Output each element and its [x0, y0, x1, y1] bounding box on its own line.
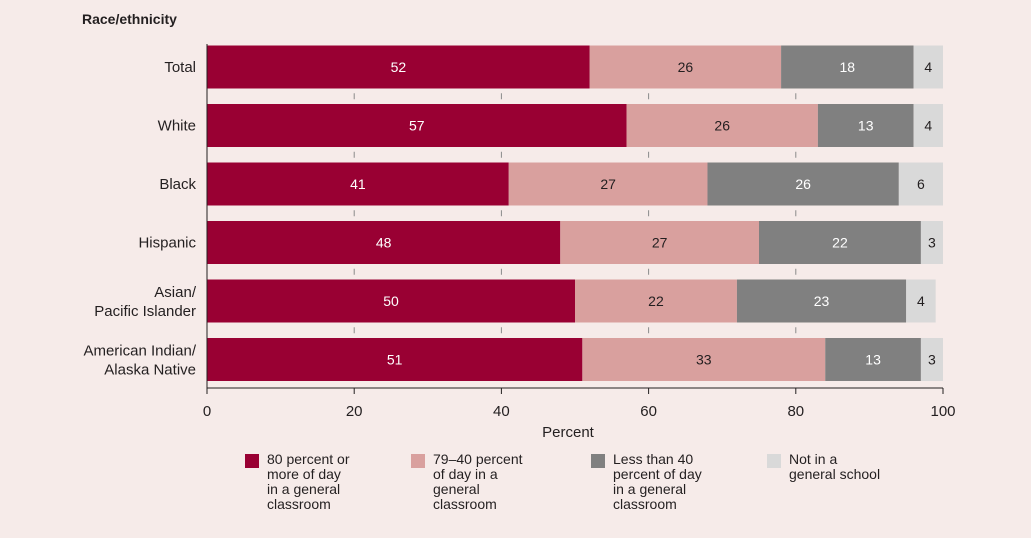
- data-label: 57: [409, 118, 425, 134]
- chart-legend: 80 percent or more of day in a general c…: [245, 452, 927, 512]
- bar-segment: [920, 221, 943, 264]
- bar-segment: [906, 279, 936, 323]
- bar-segment: [508, 162, 708, 206]
- data-label: 3: [928, 235, 936, 251]
- bar-segment: [582, 338, 826, 381]
- legend-item: 79–40 percent of day in a general classr…: [411, 452, 591, 512]
- bar-segment: [560, 221, 759, 264]
- bar-segment: [207, 45, 590, 89]
- x-axis-title: Percent: [542, 424, 595, 441]
- data-label: 13: [865, 352, 881, 368]
- bar-segment: [736, 279, 907, 323]
- data-label: 33: [696, 352, 712, 368]
- data-label: 23: [814, 293, 830, 309]
- data-label: 48: [376, 235, 392, 251]
- x-tick-label: 60: [640, 403, 657, 420]
- legend-swatch: [245, 454, 259, 468]
- category-label: Black: [159, 176, 196, 193]
- bar-segment: [207, 338, 583, 381]
- bar-segment: [817, 104, 914, 147]
- bar-segment: [913, 104, 943, 147]
- legend-item: Not in a general school: [767, 452, 927, 512]
- bar-segment: [207, 221, 561, 264]
- data-label: 6: [917, 176, 925, 192]
- bar-segment: [825, 338, 921, 381]
- data-label: 41: [350, 176, 366, 192]
- data-label: 4: [917, 293, 925, 309]
- category-label: White: [158, 118, 196, 135]
- data-label: 52: [391, 59, 407, 75]
- data-label: 26: [714, 118, 730, 134]
- bar-segment: [920, 338, 943, 381]
- x-tick-label: 100: [930, 403, 955, 420]
- x-tick-label: 0: [203, 403, 211, 420]
- data-label: 18: [840, 59, 856, 75]
- x-tick-label: 20: [346, 403, 363, 420]
- category-label: Total: [164, 59, 196, 76]
- bar-segment: [781, 45, 914, 89]
- bar-segment: [707, 162, 899, 206]
- bar-segment: [913, 45, 943, 89]
- bar-segment: [898, 162, 943, 206]
- category-label: Hispanic: [138, 235, 196, 252]
- bar-segment: [626, 104, 818, 147]
- legend-label: Not in a general school: [789, 451, 881, 482]
- legend-item: Less than 40 percent of day in a general…: [591, 452, 767, 512]
- bar-segment: [207, 279, 575, 323]
- data-label: 27: [600, 176, 616, 192]
- x-tick-label: 40: [493, 403, 510, 420]
- legend-label: 79–40 percent of day in a general classr…: [433, 451, 523, 512]
- bar-segment: [207, 104, 627, 147]
- bar-segment: [575, 279, 737, 323]
- data-label: 4: [924, 59, 932, 75]
- legend-label: Less than 40 percent of day in a general…: [613, 451, 702, 512]
- data-label: 26: [795, 176, 811, 192]
- x-tick-label: 80: [787, 403, 804, 420]
- data-label: 22: [648, 293, 664, 309]
- bar-segment: [589, 45, 782, 89]
- category-label: American Indian/Alaska Native: [83, 343, 196, 379]
- data-label: 51: [387, 352, 403, 368]
- y-axis-title: Race/ethnicity: [82, 11, 177, 27]
- legend-swatch: [411, 454, 425, 468]
- legend-swatch: [591, 454, 605, 468]
- data-label: 26: [678, 59, 694, 75]
- legend-label: 80 percent or more of day in a general c…: [267, 451, 350, 512]
- legend-swatch: [767, 454, 781, 468]
- data-label: 22: [832, 235, 848, 251]
- data-label: 4: [924, 118, 932, 134]
- data-label: 27: [652, 235, 668, 251]
- bar-segment: [207, 162, 509, 206]
- data-label: 3: [928, 352, 936, 368]
- legend-item: 80 percent or more of day in a general c…: [245, 452, 411, 512]
- data-label: 50: [383, 293, 399, 309]
- data-label: 13: [858, 118, 874, 134]
- category-label: Asian/Pacific Islander: [94, 284, 197, 320]
- bar-segment: [759, 221, 921, 264]
